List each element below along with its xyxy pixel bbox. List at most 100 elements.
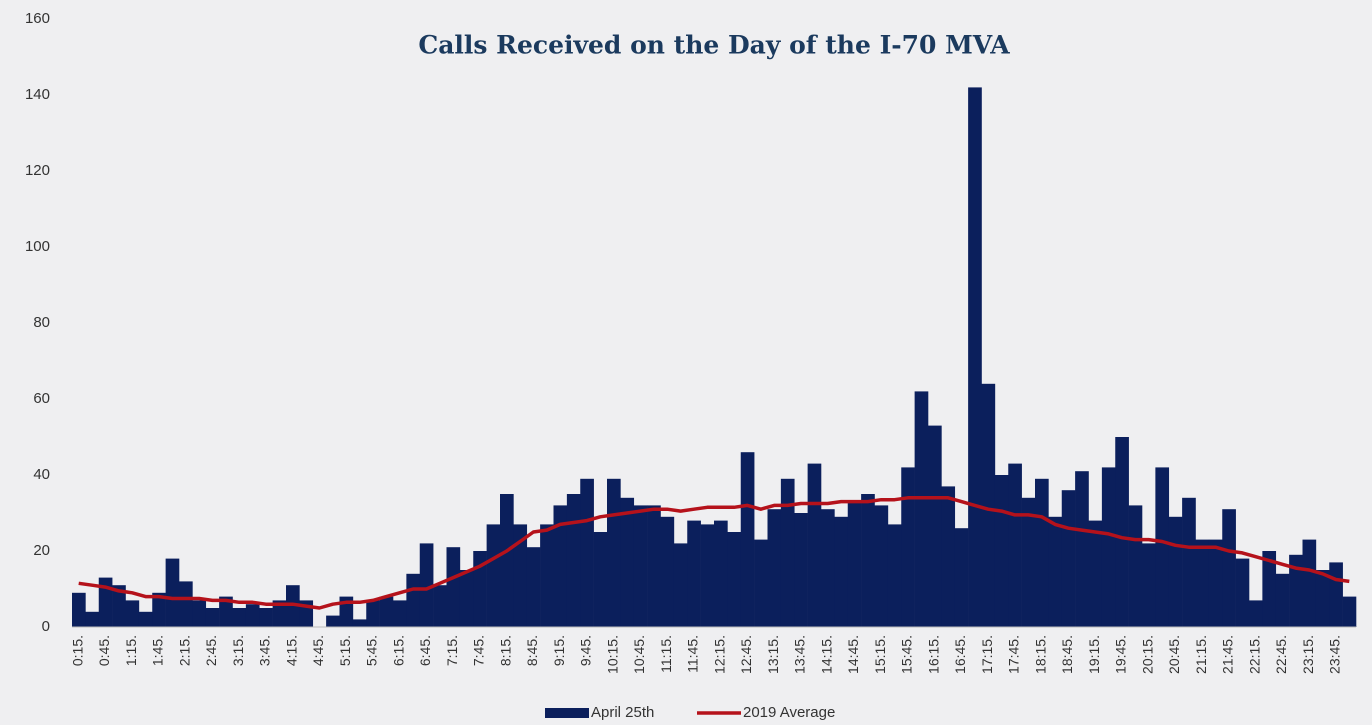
x-tick-label: 16:45. [952, 635, 968, 674]
x-tick-label: 17:45. [1006, 635, 1022, 674]
bar [1115, 437, 1129, 627]
bar [219, 596, 233, 627]
bar [1008, 463, 1022, 627]
y-tick-label: 100 [25, 238, 50, 255]
bar [165, 558, 180, 627]
bar [540, 524, 554, 627]
bar [1315, 570, 1330, 627]
bar [593, 532, 608, 627]
bar [1061, 490, 1076, 627]
bar [994, 475, 1009, 627]
bar [1075, 471, 1089, 627]
bar [379, 596, 394, 627]
bar [794, 513, 808, 627]
bar [553, 505, 568, 627]
bar [446, 547, 461, 627]
bar [1275, 573, 1290, 627]
x-tick-label: 5:45. [364, 635, 380, 666]
x-tick-label: 10:15. [604, 635, 620, 674]
x-tick-label: 4:15. [283, 635, 299, 666]
bar [874, 505, 889, 627]
legend-label: 2019 Average [743, 704, 835, 721]
bar [673, 543, 688, 627]
bar [125, 600, 140, 627]
legend-swatch [545, 708, 589, 718]
x-tick-label: 12:45. [738, 635, 754, 674]
bar [620, 497, 635, 627]
x-tick-label: 19:45. [1113, 635, 1129, 674]
bar [1289, 554, 1303, 627]
bar [928, 425, 942, 627]
x-tick-label: 4:45. [310, 635, 326, 666]
bar [1128, 505, 1143, 627]
bar [633, 505, 648, 627]
bar [1021, 497, 1036, 627]
bar [767, 509, 782, 627]
bar [152, 592, 166, 627]
x-tick-label: 20:15. [1139, 635, 1155, 674]
bar [179, 581, 193, 627]
bar [272, 600, 287, 627]
x-tick-label: 9:15. [551, 635, 567, 666]
bar [727, 532, 742, 627]
bar [112, 585, 126, 627]
x-tick-label: 22:15. [1246, 635, 1262, 674]
x-tick-label: 6:15. [390, 635, 406, 666]
y-tick-label: 120 [25, 162, 50, 179]
x-tick-label: 9:45. [578, 635, 594, 666]
bar [1142, 543, 1156, 627]
bar [700, 524, 715, 627]
x-tick-label: 15:45. [899, 635, 915, 674]
bar [1342, 596, 1357, 627]
bar [500, 494, 514, 627]
bar [232, 608, 247, 627]
line [78, 496, 1350, 610]
bar [1155, 467, 1170, 627]
bar [754, 539, 768, 627]
bar [138, 611, 153, 627]
x-tick-label: 3:45. [257, 635, 273, 666]
chart-title: Calls Received on the Day of the I-70 MV… [418, 31, 1010, 60]
x-tick-label: 14:45. [845, 635, 861, 674]
x-tick-label: 14:15. [818, 635, 834, 674]
bar [607, 478, 621, 627]
x-tick-label: 1:15. [123, 635, 139, 666]
bar [968, 87, 982, 627]
bar [1249, 600, 1263, 627]
x-tick-label: 23:45. [1327, 635, 1343, 674]
x-tick-label: 5:15. [337, 635, 353, 666]
bar [286, 585, 300, 627]
x-tick-label: 11:15. [658, 635, 674, 673]
x-tick-label: 0:45. [96, 635, 112, 666]
bar [85, 611, 100, 627]
bar [566, 494, 581, 627]
y-tick-label: 160 [25, 10, 50, 27]
x-tick-label: 1:45. [150, 635, 166, 666]
x-tick-label: 21:15. [1193, 635, 1209, 674]
bar [901, 467, 915, 627]
x-tick-label: 6:45. [417, 635, 433, 666]
bar [526, 547, 541, 627]
bar [1195, 539, 1210, 627]
bar [1222, 509, 1236, 627]
x-tick-label: 23:15. [1300, 635, 1316, 674]
bar [1329, 562, 1343, 627]
bar [580, 478, 594, 627]
bar [740, 452, 755, 627]
bar [780, 478, 795, 627]
bar [486, 524, 501, 627]
x-tick-label: 2:45. [203, 635, 219, 666]
bar [98, 577, 113, 627]
bar [72, 592, 86, 627]
x-tick-label: 3:15. [230, 635, 246, 666]
x-tick-label: 21:45. [1220, 635, 1236, 674]
bar [1302, 539, 1317, 627]
x-tick-label: 13:15. [765, 635, 781, 674]
bar [1182, 497, 1196, 627]
bar [473, 551, 487, 627]
bar [914, 391, 929, 627]
y-tick-label: 80 [33, 314, 50, 331]
y-tick-label: 140 [25, 86, 50, 103]
bar [1235, 558, 1250, 627]
bar [847, 501, 862, 627]
